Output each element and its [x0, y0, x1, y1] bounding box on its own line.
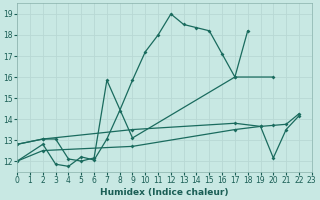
- X-axis label: Humidex (Indice chaleur): Humidex (Indice chaleur): [100, 188, 229, 197]
